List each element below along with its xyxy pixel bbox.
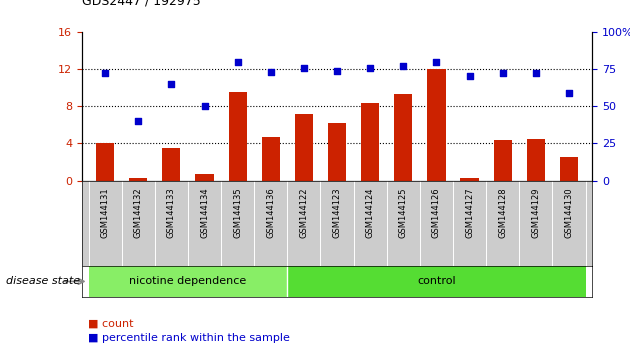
Bar bbox=[295, 114, 313, 181]
Text: GSM144129: GSM144129 bbox=[531, 187, 541, 238]
Text: ■ percentile rank within the sample: ■ percentile rank within the sample bbox=[88, 333, 290, 343]
Point bbox=[365, 65, 375, 70]
Point bbox=[464, 74, 474, 79]
Point bbox=[299, 65, 309, 70]
Bar bbox=[195, 174, 214, 181]
Bar bbox=[89, 266, 287, 297]
Point bbox=[531, 71, 541, 76]
Text: GSM144123: GSM144123 bbox=[333, 187, 341, 238]
Text: GSM144134: GSM144134 bbox=[200, 187, 209, 238]
Text: GSM144133: GSM144133 bbox=[167, 187, 176, 238]
Text: GSM144128: GSM144128 bbox=[498, 187, 507, 238]
Point bbox=[100, 71, 110, 76]
Point bbox=[266, 69, 276, 75]
Bar bbox=[96, 143, 114, 181]
Text: GSM144131: GSM144131 bbox=[101, 187, 110, 238]
Text: ■ count: ■ count bbox=[88, 319, 134, 329]
Bar bbox=[361, 103, 379, 181]
Bar bbox=[494, 139, 512, 181]
Bar bbox=[129, 178, 147, 181]
Point bbox=[498, 71, 508, 76]
Point bbox=[398, 63, 408, 69]
Bar bbox=[163, 148, 180, 181]
Text: GSM144126: GSM144126 bbox=[432, 187, 441, 238]
Bar bbox=[461, 178, 479, 181]
Bar bbox=[394, 94, 413, 181]
Text: disease state: disease state bbox=[6, 276, 81, 286]
Bar bbox=[527, 139, 545, 181]
Point bbox=[133, 118, 143, 124]
Text: nicotine dependence: nicotine dependence bbox=[129, 276, 246, 286]
Point bbox=[564, 90, 574, 96]
Text: GSM144122: GSM144122 bbox=[299, 187, 309, 238]
Point bbox=[332, 68, 342, 73]
Bar bbox=[261, 137, 280, 181]
Point bbox=[200, 103, 210, 109]
Text: GDS2447 / 192975: GDS2447 / 192975 bbox=[82, 0, 200, 7]
Bar bbox=[229, 92, 247, 181]
Text: GSM144130: GSM144130 bbox=[564, 187, 573, 238]
Bar bbox=[287, 266, 585, 297]
Text: GSM144132: GSM144132 bbox=[134, 187, 143, 238]
Point bbox=[432, 59, 442, 64]
Point bbox=[232, 59, 243, 64]
Text: GSM144124: GSM144124 bbox=[365, 187, 375, 238]
Bar bbox=[427, 69, 445, 181]
Text: GSM144135: GSM144135 bbox=[233, 187, 242, 238]
Text: GSM144136: GSM144136 bbox=[266, 187, 275, 238]
Text: control: control bbox=[417, 276, 455, 286]
Text: GSM144125: GSM144125 bbox=[399, 187, 408, 238]
Point bbox=[166, 81, 176, 87]
Bar bbox=[560, 157, 578, 181]
Bar bbox=[328, 123, 346, 181]
Text: GSM144127: GSM144127 bbox=[465, 187, 474, 238]
